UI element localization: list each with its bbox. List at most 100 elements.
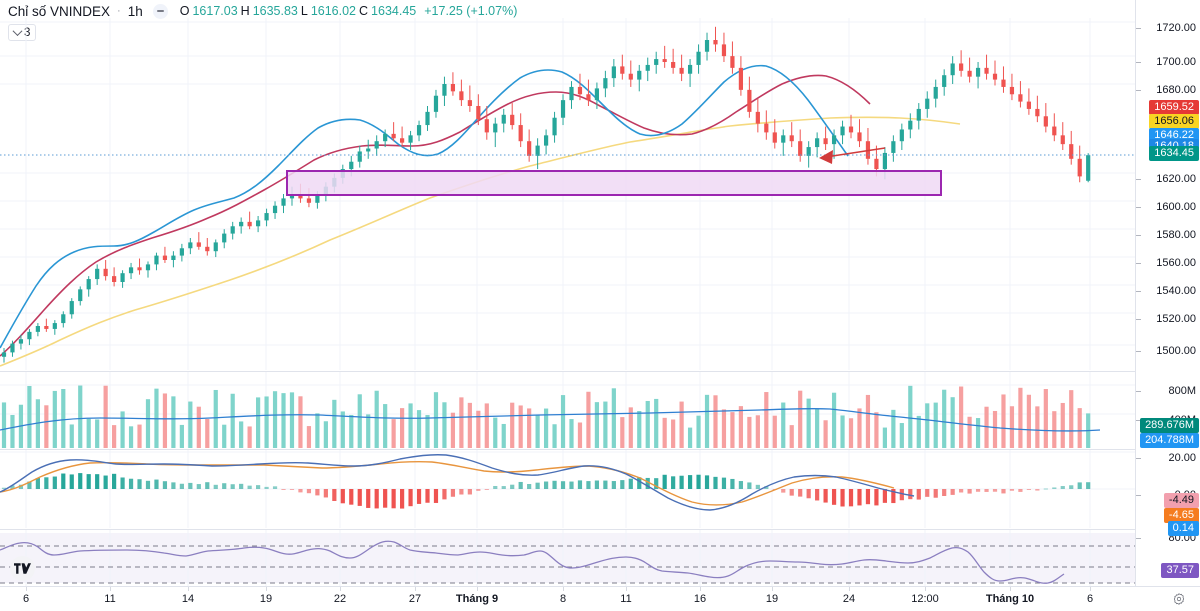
price-axis[interactable]: 1720.00 1700.00 1680.00 1620.00 1600.00 1580.…	[1135, 0, 1200, 586]
macd-histogram-bar	[103, 475, 108, 489]
macd-histogram-bar	[442, 489, 447, 500]
candle-body	[357, 151, 362, 162]
candle-body	[120, 273, 125, 282]
macd-hist-badge[interactable]: -4.49	[1163, 493, 1199, 508]
volume-bar	[654, 398, 659, 448]
rsi-pane[interactable]	[0, 530, 1135, 586]
macd-histogram-bar	[408, 489, 413, 507]
candle-body	[18, 339, 24, 344]
candle-body	[1, 352, 7, 357]
macd-line-badge[interactable]: 0.14	[1167, 521, 1199, 536]
candle-body	[823, 138, 828, 145]
symbol-title[interactable]: Chỉ số VNINDEX	[8, 3, 111, 19]
open-key: O	[179, 4, 190, 18]
candle-body	[510, 114, 515, 126]
macd-histogram-bar	[967, 489, 972, 494]
candle-body	[671, 62, 676, 68]
time-axis-label: 11	[104, 593, 116, 605]
candle-body	[645, 64, 650, 71]
macd-signal-badge[interactable]: -4.65	[1163, 508, 1199, 523]
price-axis-label: 1700.00	[1156, 56, 1196, 68]
time-axis-tick	[772, 587, 773, 591]
macd-histogram-bar	[239, 483, 244, 489]
candle-body	[620, 66, 625, 74]
macd-histogram-bar	[272, 486, 278, 489]
close-key: C	[359, 4, 369, 18]
gear-icon[interactable]	[1172, 592, 1186, 606]
macd-rsi-separator	[0, 529, 1200, 530]
close-value: 1634.45	[371, 4, 417, 18]
ma-red-price-badge[interactable]: 1659.52	[1149, 100, 1199, 115]
volume-bar	[264, 396, 269, 448]
candle-body	[730, 56, 735, 68]
macd-histogram-bar	[95, 474, 100, 489]
collapsed-indicator-legend[interactable]: 3	[8, 24, 37, 41]
candle-body	[289, 194, 295, 199]
volume-bar	[383, 404, 388, 448]
macd-histogram-bar	[535, 482, 540, 489]
macd-histogram-bar	[510, 484, 515, 489]
macd-pane[interactable]	[0, 450, 1135, 528]
price-axis-tick	[1136, 351, 1141, 352]
macd-histogram-bar	[256, 485, 261, 489]
candle-body	[44, 326, 49, 329]
candle-body	[552, 117, 557, 136]
candle-body	[721, 44, 727, 57]
macd-histogram-bar	[78, 473, 83, 489]
macd-histogram-bar	[933, 489, 938, 498]
volume-bar	[967, 416, 972, 448]
macd-histogram-bar	[721, 477, 727, 489]
volume-bar	[679, 401, 684, 448]
volume-bar	[272, 391, 278, 448]
macd-histogram-bar	[281, 489, 286, 490]
price-axis-tick	[1136, 207, 1141, 208]
candle-body	[781, 135, 786, 143]
rsi-value-badge[interactable]: 37.57	[1161, 563, 1199, 578]
volume-axis-tick	[1136, 391, 1141, 392]
volume-bar	[374, 390, 379, 448]
candle-body	[484, 119, 489, 133]
macd-histogram-bar	[1086, 482, 1091, 489]
volume-bar	[789, 425, 794, 448]
time-axis[interactable]: 6 11 14 19 22 27 Tháng 9 8 11 16 19 24 12:00 Tháng 10…	[0, 586, 1200, 611]
volume-value-badge[interactable]: 289.676M	[1140, 418, 1199, 433]
ma-yellow-price-badge[interactable]: 1656.06	[1149, 114, 1199, 129]
volume-bar	[1052, 411, 1057, 448]
volume-bar	[128, 426, 134, 448]
interval-label[interactable]: 1h	[127, 3, 143, 19]
volume-bar	[1009, 406, 1015, 448]
volume-bar	[442, 402, 447, 448]
high-key: H	[240, 4, 250, 18]
candle-body	[69, 301, 74, 315]
volume-bar	[831, 392, 837, 448]
macd-histogram-bar	[891, 489, 896, 504]
macd-histogram-bar	[222, 483, 227, 489]
macd-histogram-bar	[137, 479, 142, 489]
volume-bar	[95, 419, 100, 448]
volume-bar	[518, 405, 523, 448]
price-change: +17.25 (+1.07%)	[424, 4, 518, 18]
macd-histogram-bar	[1009, 489, 1015, 491]
time-axis-tick	[849, 587, 850, 591]
volume-bar	[704, 394, 710, 448]
candle-body	[992, 73, 998, 80]
candle-body	[298, 194, 303, 199]
last-price-badge[interactable]: 1634.45	[1149, 146, 1199, 161]
macd-histogram-bar	[738, 481, 744, 489]
volume-bar	[425, 415, 430, 448]
macd-histogram-bar	[188, 482, 193, 489]
price-pane[interactable]	[0, 18, 1135, 370]
candle-body	[755, 111, 760, 124]
macd-histogram-bar	[433, 489, 439, 503]
candle-body	[493, 123, 498, 133]
volume-bar	[1043, 389, 1048, 448]
time-axis-label: 6	[1086, 593, 1094, 605]
macd-histogram-bar	[18, 484, 24, 489]
price-axis-tick	[1136, 291, 1141, 292]
volume-bar	[86, 418, 91, 448]
minus-circle-icon[interactable]	[152, 3, 168, 19]
volume-bar	[510, 402, 515, 448]
volume-ma-badge[interactable]: 204.788M	[1140, 433, 1199, 448]
volume-pane[interactable]	[0, 372, 1135, 448]
volume-bar	[205, 419, 210, 448]
